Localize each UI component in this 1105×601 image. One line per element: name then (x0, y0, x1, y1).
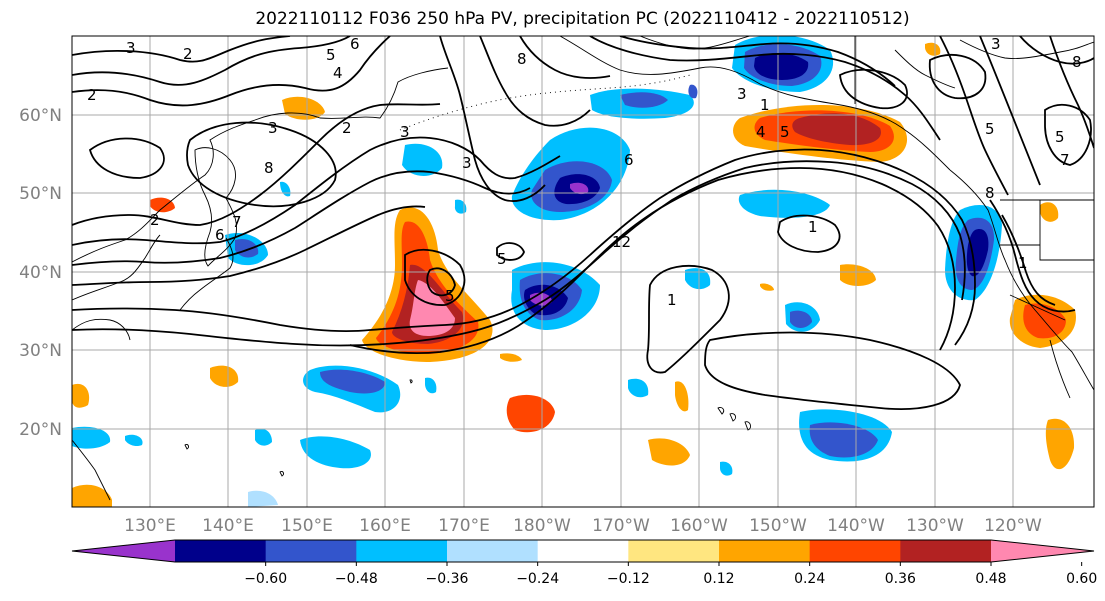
contour-label: 7 (1060, 151, 1070, 169)
contour-label: 5 (985, 120, 995, 138)
contour-label: 5 (780, 123, 790, 141)
contour-label: 5 (445, 287, 455, 305)
contour-label: 1 (760, 96, 770, 114)
colorbar-tick-label: 0.12 (703, 571, 734, 587)
colorbar-bin (175, 540, 267, 562)
lat-label: 60°N (19, 106, 62, 126)
chart-title: 2022110112 F036 250 hPa PV, precipitatio… (255, 9, 910, 29)
contour-label: 2 (342, 119, 352, 137)
colorbar-bin (537, 540, 629, 562)
lat-label: 40°N (19, 263, 62, 283)
contour-label: 5 (1055, 128, 1065, 146)
contour-label: 3 (462, 154, 472, 172)
contour-label: 8 (985, 184, 995, 202)
colorbar-extend-low (72, 540, 175, 562)
contour-label: 12 (612, 233, 631, 251)
contour-label: 5 (326, 46, 336, 64)
lat-label: 30°N (19, 341, 62, 361)
colorbar-bin (356, 540, 448, 562)
colorbar-extend-high (991, 540, 1094, 562)
colorbar-tick-label: −0.12 (607, 571, 650, 587)
contour-label: 2 (150, 211, 160, 229)
contour-label: 2 (183, 45, 193, 63)
longitude-labels: 130°E 140°E 150°E 160°E 170°E 180°W 170°… (124, 516, 1042, 536)
lat-label: 50°N (19, 184, 62, 204)
contour-label: 3 (126, 39, 136, 57)
contour-label: 3 (991, 35, 1001, 53)
colorbar-tick-label: 0.48 (975, 571, 1006, 587)
lon-label: 140°E (202, 516, 254, 536)
lat-label: 20°N (19, 420, 62, 440)
contour-labels: 3 2 6 5 4 8 2 3 2 3 8 6 7 3 5 6 12 1 1 5… (87, 35, 1082, 309)
contour-label: 8 (517, 50, 527, 68)
lon-label: 130°W (906, 516, 964, 536)
lon-label: 170°W (592, 516, 650, 536)
latitude-labels: 60°N 50°N 40°N 30°N 20°N (19, 106, 62, 440)
map-border (71, 35, 1095, 508)
contour-label: 4 (333, 64, 343, 82)
lon-label: 160°W (670, 516, 728, 536)
lon-label: 150°W (749, 516, 807, 536)
colorbar-tick-label: −0.48 (335, 571, 378, 587)
lon-label: 120°W (984, 516, 1042, 536)
colorbar-tick-label: 0.24 (794, 571, 825, 587)
colorbar-bin (265, 540, 357, 562)
pv-contours (72, 36, 1094, 410)
contour-label: 8 (264, 159, 274, 177)
colorbar-bin (809, 540, 901, 562)
colorbar-bin (900, 540, 992, 562)
contour-label: 7 (232, 213, 242, 231)
lon-label: 140°W (827, 516, 885, 536)
lon-label: 170°E (438, 516, 490, 536)
colorbar: −0.60 −0.48 −0.36 −0.24 −0.12 0.12 0.24 0.36 0.4… (71, 539, 1097, 587)
contour-label: 3 (737, 85, 747, 103)
colorbar-tick-label: −0.60 (244, 571, 287, 587)
contour-label: 6 (624, 151, 634, 169)
lon-label: 150°E (281, 516, 333, 536)
colorbar-bin (719, 540, 811, 562)
lon-label: 160°E (359, 516, 411, 536)
colorbar-outline (71, 539, 1095, 563)
contour-label: 1 (667, 291, 677, 309)
colorbar-tick-label: −0.36 (426, 571, 469, 587)
colorbar-bin (447, 540, 539, 562)
contour-label: 3 (268, 119, 278, 137)
contour-label: 8 (1072, 53, 1082, 71)
contour-label: 5 (497, 250, 507, 268)
contour-label: 3 (400, 123, 410, 141)
contour-label: 2 (87, 86, 97, 104)
lon-label: 180°W (513, 516, 571, 536)
contour-label: 4 (756, 123, 766, 141)
colorbar-tick-label: −0.24 (516, 571, 559, 587)
lon-label: 130°E (124, 516, 176, 536)
colorbar-tick-label: 0.36 (885, 571, 916, 587)
colorbar-tick-label: 0.60 (1066, 571, 1097, 587)
contour-label: 6 (350, 35, 360, 53)
colorbar-bin (628, 540, 720, 562)
contour-label: 1 (808, 218, 818, 236)
contour-label: 6 (215, 226, 225, 244)
contour-label: 1 (1018, 254, 1028, 272)
